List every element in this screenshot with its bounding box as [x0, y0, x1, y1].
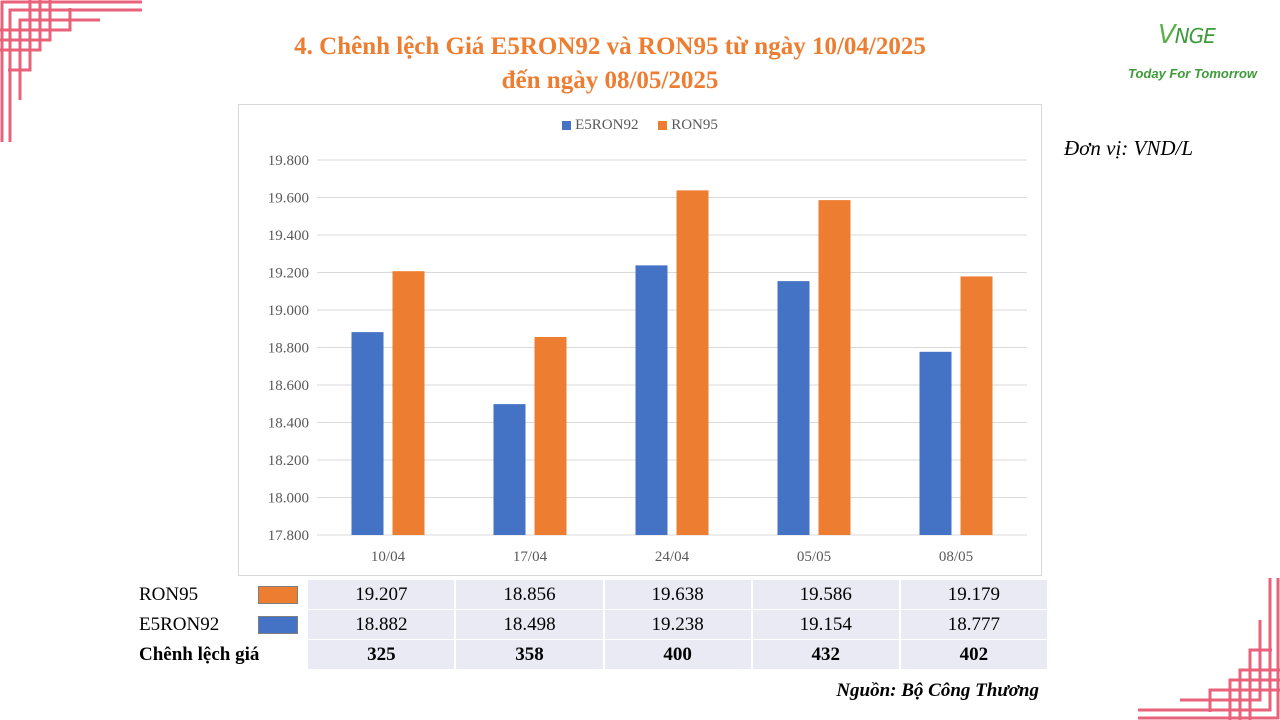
- vnge-logo: VNGE Today For Tomorrow: [1122, 14, 1262, 86]
- legend-swatch-ron95: [658, 121, 668, 130]
- chart-title: 4. Chênh lệch Giá E5RON92 và RON95 từ ng…: [180, 30, 1040, 98]
- y-tick-label: 18.000: [268, 491, 309, 507]
- y-tick-label: 18.600: [268, 378, 309, 394]
- table-cell: 432: [751, 639, 901, 670]
- bar-e5ron92: [351, 332, 384, 535]
- legend-swatch-e5: [562, 121, 572, 130]
- row-label-text: E5RON92: [139, 613, 220, 635]
- table-cell: 19.179: [899, 580, 1050, 610]
- unit-label: Đơn vị: VND/L: [1064, 136, 1194, 160]
- table-row: Chênh lệch giá 325 358 400 432 402: [136, 639, 1050, 670]
- x-tick-label: 17/04: [513, 549, 548, 565]
- row-label-cell: Chênh lệch giá: [136, 639, 309, 670]
- bar-e5ron92: [635, 265, 668, 535]
- x-tick-label: 10/04: [371, 549, 406, 565]
- x-tick-label: 24/04: [655, 549, 690, 565]
- bar-ron95: [392, 271, 425, 535]
- corner-ornament-bottom-right: [1138, 578, 1280, 720]
- bar-e5ron92: [777, 281, 810, 535]
- row-color-swatch: [258, 585, 299, 604]
- logo-tagline: Today For Tomorrow: [1128, 66, 1258, 81]
- y-tick-label: 18.400: [268, 416, 309, 432]
- y-tick-label: 19.600: [268, 191, 309, 207]
- chart-area: E5RON92 RON95 17.800 18.000 18.200 18.400 18…: [238, 104, 1042, 576]
- row-label-cell: E5RON92: [136, 609, 309, 640]
- x-tick-label: 08/05: [939, 549, 973, 565]
- row-color-swatch: [258, 615, 299, 634]
- table-cell: 400: [603, 639, 753, 670]
- chart-legend: E5RON92 RON95: [239, 117, 1041, 135]
- bar-ron95: [676, 190, 709, 535]
- corner-ornament-top-left: [0, 0, 142, 142]
- y-tick-label: 19.400: [268, 228, 309, 244]
- legend-item-ron95: RON95: [658, 117, 718, 134]
- table-cell: 18.777: [899, 609, 1050, 640]
- legend-label-ron95: RON95: [671, 117, 718, 133]
- bar-chart: 17.800 18.000 18.200 18.400 18.600 18.800 19.0…: [268, 153, 1027, 565]
- table-row: RON95 19.207 18.856 19.638 19.586 19.179: [136, 580, 1050, 610]
- bar-e5ron92: [919, 351, 952, 535]
- row-label-cell: RON95: [136, 580, 309, 610]
- bar-ron95: [960, 276, 993, 535]
- bar-e5ron92: [493, 404, 526, 535]
- data-table: RON95 19.207 18.856 19.638 19.586 19.179 E5RON…: [136, 580, 1050, 670]
- table-cell: 19.238: [603, 609, 753, 640]
- y-tick-label: 19.000: [268, 303, 309, 319]
- table-cell: 18.856: [455, 580, 605, 610]
- table-cell: 19.207: [307, 580, 457, 610]
- logo-mark: VNGE: [1158, 20, 1216, 50]
- legend-item-e5: E5RON92: [562, 117, 638, 134]
- x-tick-label: 05/05: [797, 549, 831, 565]
- logo-mark-rest: NGE: [1174, 24, 1216, 48]
- logo-mark-v: V: [1158, 20, 1176, 50]
- title-line-2: đến ngày 08/05/2025: [501, 67, 719, 94]
- bar-ron95: [534, 337, 567, 535]
- table-cell: 18.882: [307, 609, 457, 640]
- y-tick-label: 19.800: [268, 153, 309, 169]
- table-cell: 18.498: [455, 609, 605, 640]
- row-label-text: RON95: [139, 583, 199, 605]
- bar-ron95: [818, 200, 851, 535]
- row-label: E5RON92: [139, 614, 306, 636]
- table-cell: 358: [455, 639, 605, 670]
- row-label: Chênh lệch giá: [139, 644, 306, 666]
- y-tick-label: 17.800: [268, 528, 309, 544]
- title-line-1: 4. Chênh lệch Giá E5RON92 và RON95 từ ng…: [294, 33, 926, 60]
- table-cell: 402: [899, 639, 1050, 670]
- source-note: Nguồn: Bộ Công Thương: [836, 680, 1039, 701]
- row-label: RON95: [139, 584, 306, 606]
- legend-label-e5: E5RON92: [575, 117, 639, 133]
- table-cell: 19.586: [751, 580, 901, 610]
- table-row: E5RON92 18.882 18.498 19.238 19.154 18.777: [136, 609, 1050, 640]
- y-tick-label: 18.200: [268, 453, 309, 469]
- y-tick-label: 19.200: [268, 266, 309, 282]
- table-cell: 325: [307, 639, 457, 670]
- table-cell: 19.638: [603, 580, 753, 610]
- row-label-text: Chênh lệch giá: [139, 643, 260, 665]
- y-tick-label: 18.800: [268, 341, 309, 357]
- table-cell: 19.154: [751, 609, 901, 640]
